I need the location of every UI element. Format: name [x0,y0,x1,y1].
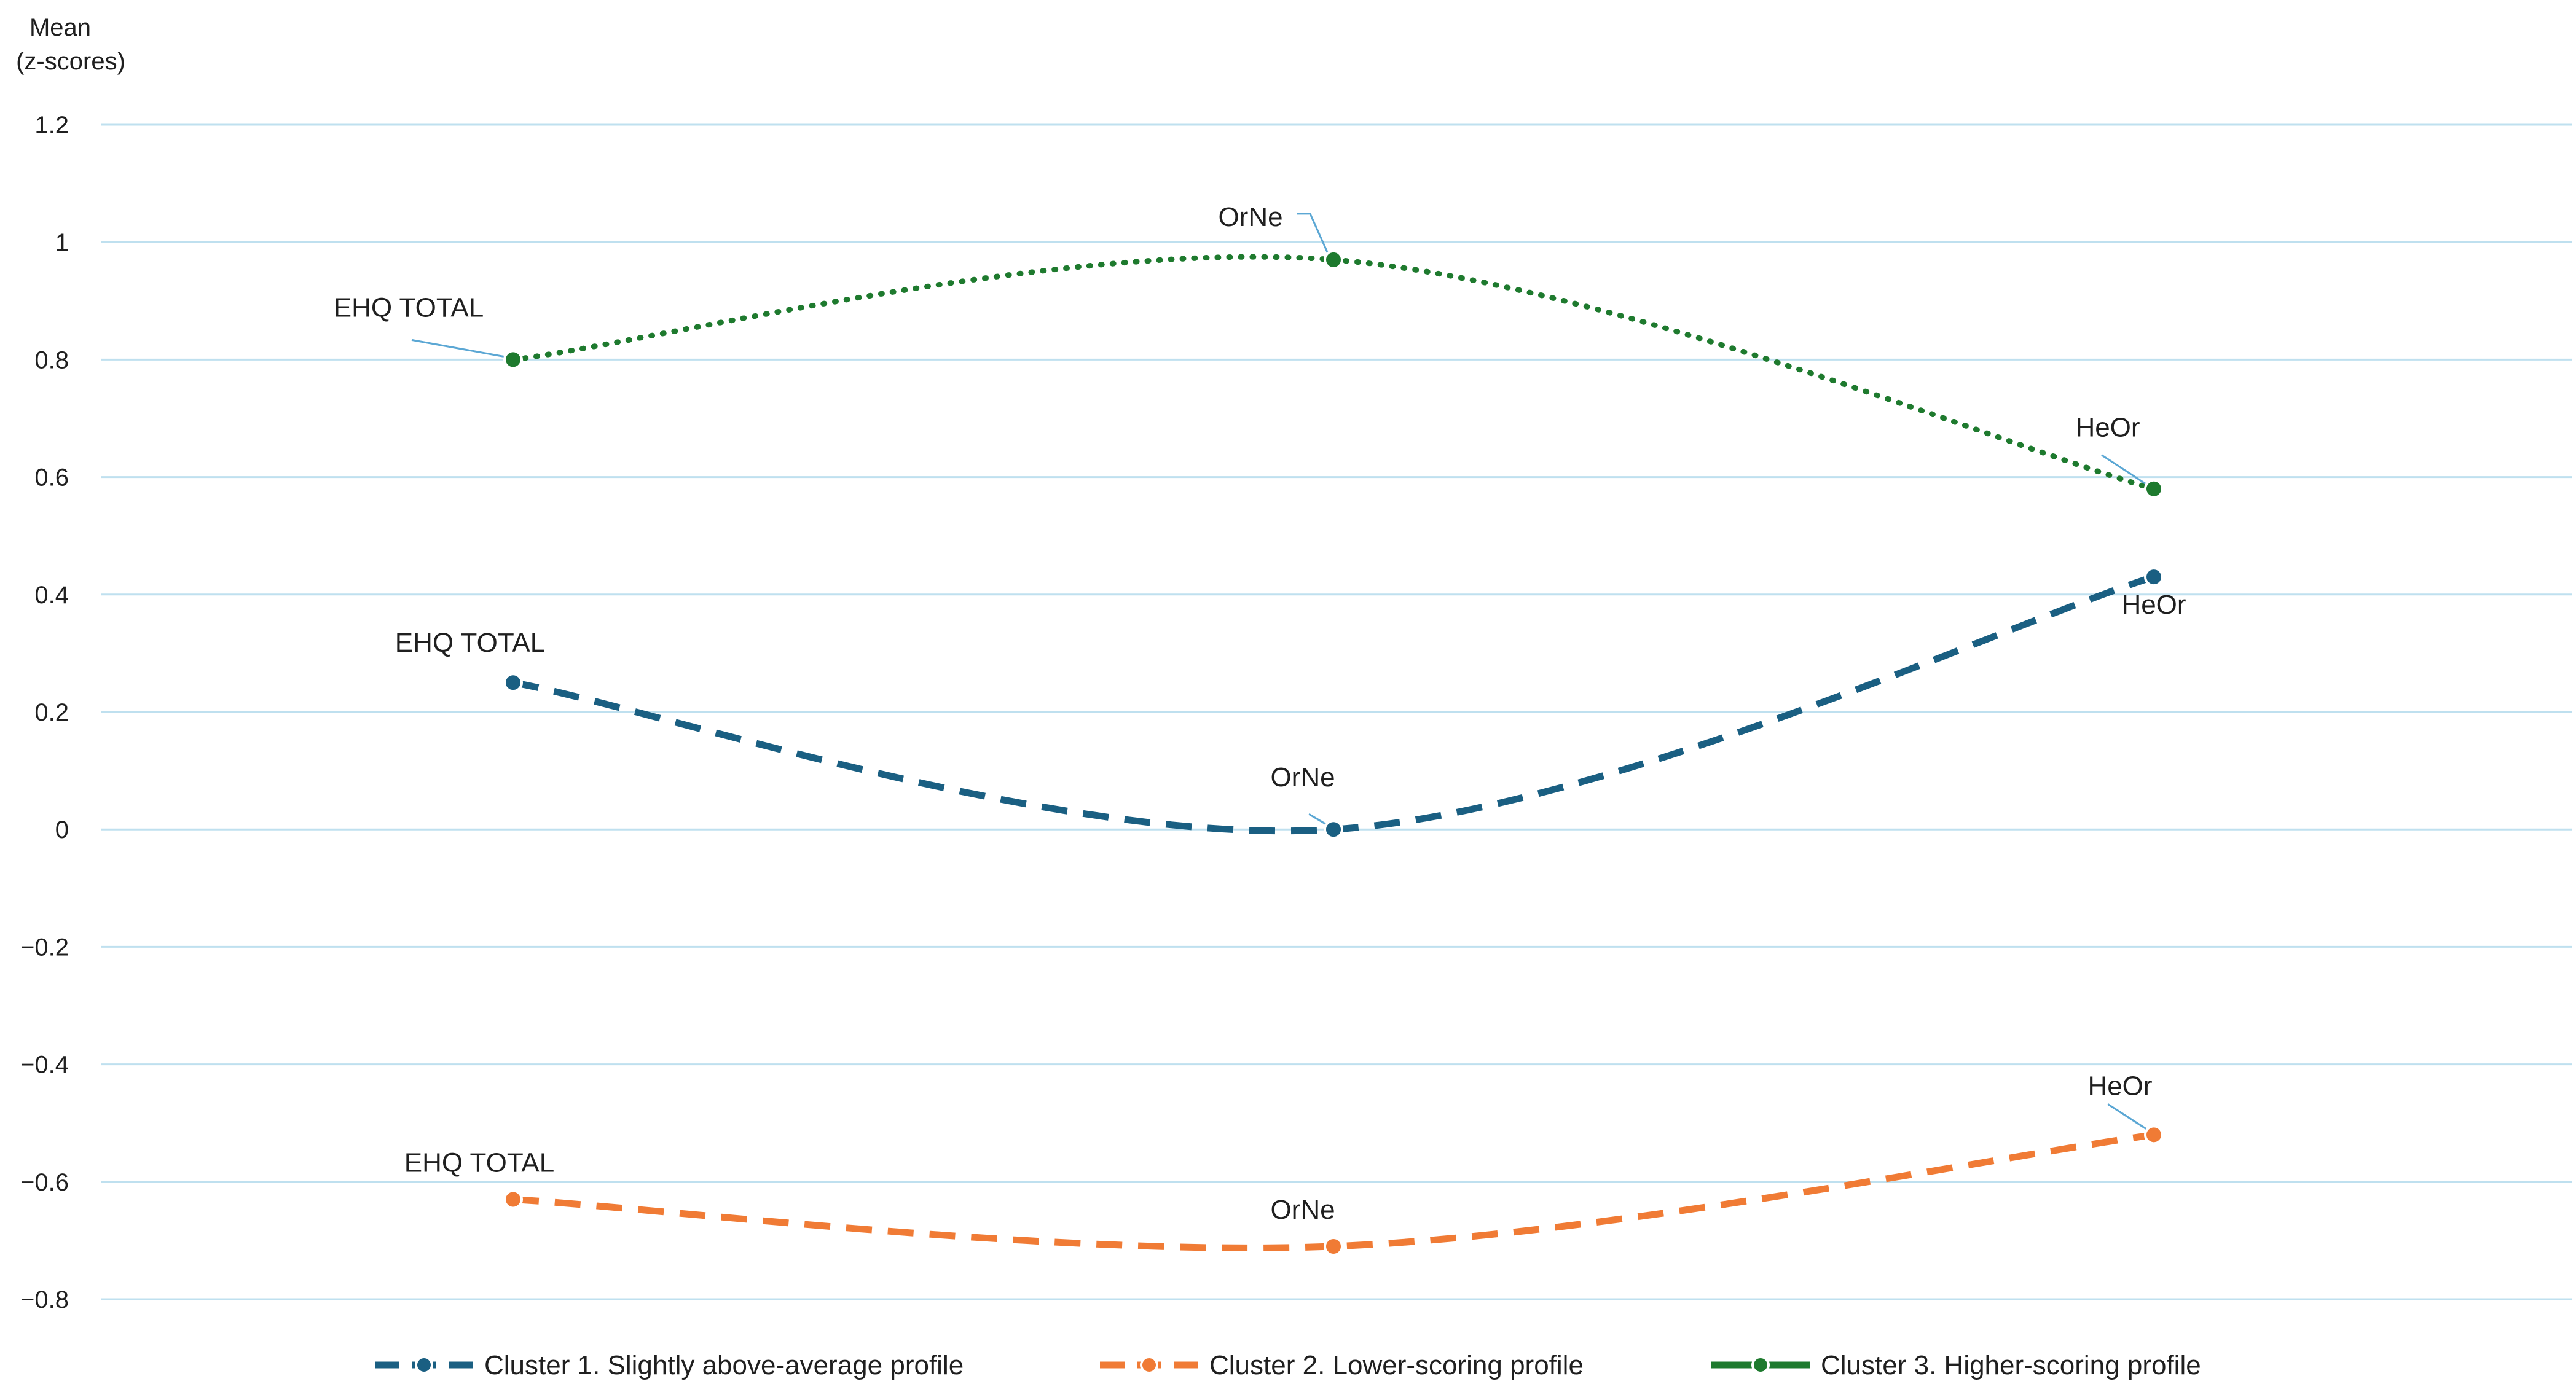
series-lines [510,254,2157,1251]
y-tick-label: 0.2 [34,699,69,726]
legend-item-3: Cluster 3. Higher-scoring profile [1711,1350,2201,1380]
data-label: OrNe [1270,1195,1335,1225]
data-point [1324,1236,1343,1256]
legend-swatch-marker [1751,1356,1770,1374]
label-leader-lines [411,213,2148,1131]
legend-item-2: Cluster 2. Lower-scoring profile [1100,1350,1584,1380]
data-point [2144,1125,2164,1145]
data-point [1324,249,1343,270]
y-tick-label: −0.8 [20,1286,69,1313]
data-labels: EHQ TOTAL OrNe HeOr EHQ TOTAL OrNe HeOr EHQ TO… [334,202,2186,1225]
y-tick-label: 0.8 [34,346,69,373]
legend-swatch-marker [1140,1356,1158,1374]
data-label: OrNe [1270,762,1335,792]
data-label: OrNe [1218,202,1282,232]
y-tick-label: −0.4 [20,1052,69,1079]
data-point [2144,567,2164,587]
y-axis-label-line-2: (z-scores) [16,48,125,75]
y-axis: Mean (z-scores) 1.2 1 0.8 0.6 0.4 0.2 0 −0.2 −0.… [16,14,125,1313]
series-line-1 [512,573,2155,835]
y-tick-label: −0.2 [20,934,69,961]
data-point [503,350,523,370]
data-point [503,673,523,693]
legend-item-1: Cluster 1. Slightly above-average profil… [375,1350,964,1380]
label-leader-line [411,338,508,358]
y-tick-label: 1 [55,229,69,256]
data-point [2144,479,2164,499]
data-points [503,249,2164,1256]
series-line-3 [510,254,2157,492]
data-label: EHQ TOTAL [404,1148,555,1178]
y-axis-label-line-1: Mean [29,14,91,41]
legend: Cluster 1. Slightly above-average profil… [375,1350,2201,1380]
data-label: HeOr [2087,1071,2152,1101]
label-leader-line [1297,213,1330,256]
label-leader-line [2101,454,2148,486]
y-tick-label: 0.6 [34,464,69,491]
y-tick-label: −0.6 [20,1169,69,1196]
y-tick-label: 1.2 [34,112,69,139]
legend-label: Cluster 1. Slightly above-average profil… [484,1350,964,1380]
y-tick-label: 0 [55,816,69,843]
legend-swatch-marker [415,1356,433,1374]
data-label: EHQ TOTAL [334,292,484,323]
data-point [503,1189,523,1210]
label-leader-line [2107,1103,2148,1131]
data-label: HeOr [2075,413,2140,443]
data-point [1324,819,1343,840]
y-tick-label: 0.4 [34,582,69,609]
label-leader-line [1308,813,1329,827]
data-label: EHQ TOTAL [395,628,546,658]
legend-label: Cluster 3. Higher-scoring profile [1821,1350,2201,1380]
data-label: HeOr [2121,590,2186,620]
series-line-2 [512,1131,2154,1251]
legend-label: Cluster 2. Lower-scoring profile [1209,1350,1584,1380]
